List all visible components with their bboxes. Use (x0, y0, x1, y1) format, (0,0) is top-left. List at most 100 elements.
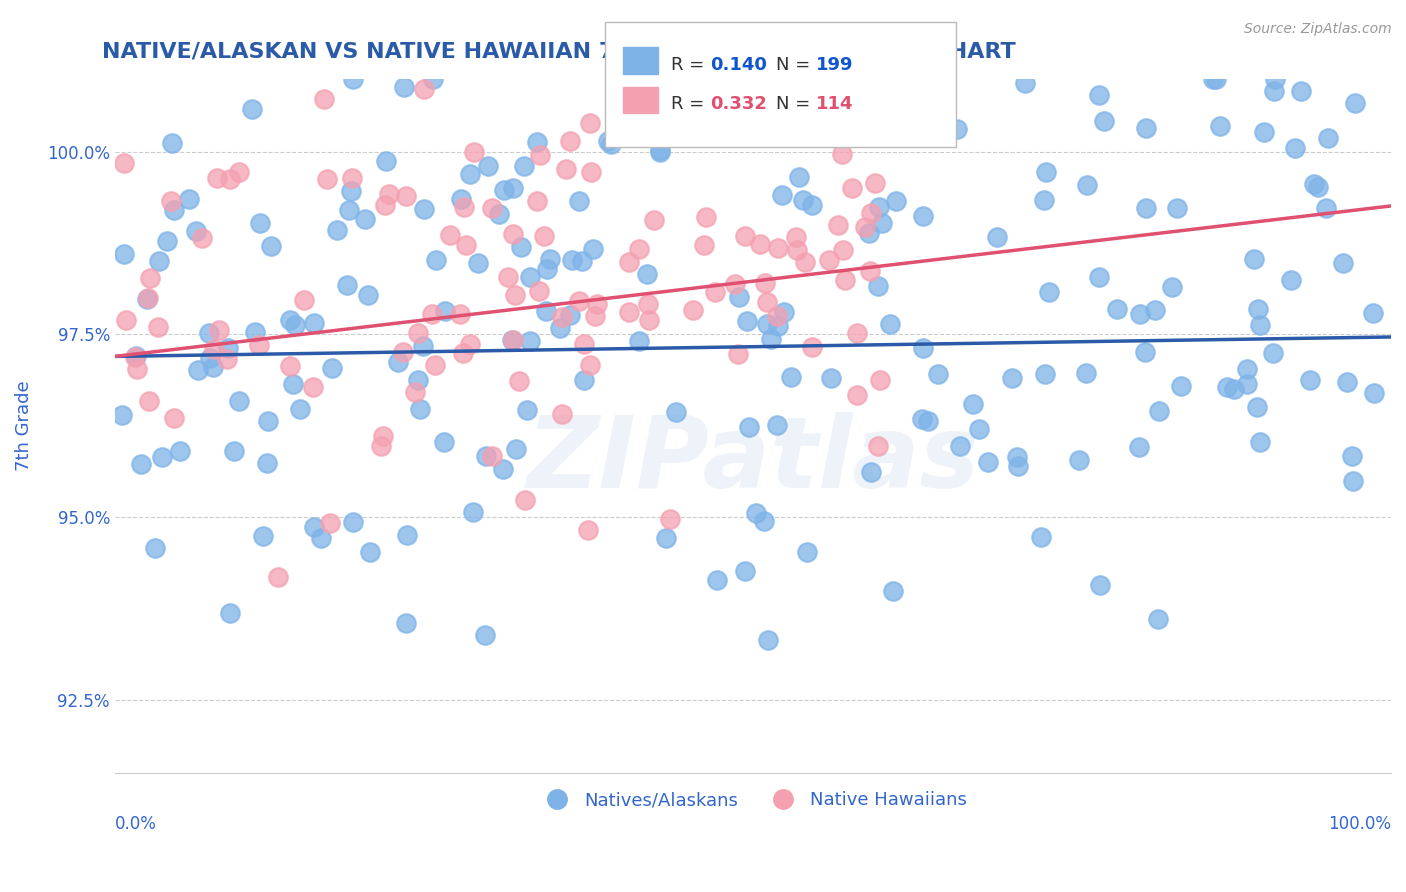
Point (148, 254, 170, 268)
Point (242, 102, 264, 116)
Point (638, 313, 661, 327)
Point (818, 252, 841, 267)
Point (217, 341, 239, 355)
Point (977, 455, 1000, 469)
Point (831, 146, 853, 161)
Point (868, 200, 890, 214)
Point (1144, 302, 1167, 317)
Point (177, 192, 200, 206)
Point (585, 297, 607, 311)
Point (513, 159, 536, 173)
Point (374, 153, 396, 168)
Point (129, 457, 152, 471)
Point (1236, 376, 1258, 391)
Point (558, 308, 581, 322)
Point (222, 444, 245, 458)
Point (849, 71, 872, 86)
Point (550, 310, 572, 325)
Point (202, 342, 225, 356)
Point (219, 607, 242, 621)
Point (533, 228, 555, 243)
Point (1261, 345, 1284, 359)
Point (813, 95, 835, 110)
Point (481, 449, 503, 463)
Point (796, 545, 818, 559)
Point (342, 516, 364, 530)
Point (505, 442, 527, 456)
Point (112, 156, 135, 170)
Point (1308, 180, 1330, 194)
Text: NATIVE/ALASKAN VS NATIVE HAWAIIAN 7TH GRADE CORRELATION CHART: NATIVE/ALASKAN VS NATIVE HAWAIIAN 7TH GR… (103, 42, 1015, 62)
Point (1249, 434, 1271, 449)
Point (309, 532, 332, 546)
Point (228, 394, 250, 409)
Text: 199: 199 (815, 56, 853, 74)
Point (884, 194, 907, 209)
Point (796, 71, 818, 86)
Point (1216, 380, 1239, 394)
Point (124, 351, 146, 365)
Point (1253, 125, 1275, 139)
Point (756, 632, 779, 647)
Point (136, 291, 159, 305)
Point (820, 371, 842, 385)
Point (813, 71, 835, 86)
Point (138, 271, 160, 285)
Point (734, 564, 756, 578)
Point (373, 429, 395, 443)
Point (370, 439, 392, 453)
Point (627, 334, 650, 348)
Point (1223, 382, 1246, 396)
Point (475, 449, 498, 463)
Point (648, 143, 671, 157)
Point (773, 305, 796, 319)
Point (846, 71, 869, 86)
Point (143, 541, 166, 555)
Point (502, 227, 524, 242)
Point (1038, 285, 1060, 299)
Text: N =: N = (776, 95, 815, 113)
Point (453, 200, 475, 214)
Point (138, 394, 160, 409)
Point (284, 318, 307, 332)
Y-axis label: 7th Grade: 7th Grade (15, 381, 32, 471)
Point (946, 122, 969, 136)
Point (1202, 71, 1225, 86)
Point (754, 276, 776, 290)
Point (858, 226, 880, 240)
Point (748, 237, 770, 252)
Text: Source: ZipAtlas.com: Source: ZipAtlas.com (1244, 22, 1392, 37)
Point (1128, 440, 1150, 454)
Point (339, 185, 361, 199)
Text: R =: R = (671, 95, 710, 113)
Point (561, 252, 583, 267)
Point (536, 262, 558, 277)
Point (412, 339, 434, 353)
Point (249, 216, 271, 230)
Point (695, 211, 717, 225)
Point (853, 220, 876, 235)
Point (786, 243, 808, 257)
Point (450, 192, 472, 206)
Point (456, 237, 478, 252)
Point (198, 351, 221, 365)
Point (598, 134, 620, 148)
Point (302, 519, 325, 533)
Point (831, 71, 853, 86)
Point (492, 183, 515, 197)
Point (423, 358, 446, 372)
Point (187, 363, 209, 377)
Point (422, 71, 444, 86)
Point (650, 145, 672, 160)
Point (340, 170, 363, 185)
Point (1074, 366, 1097, 380)
Point (463, 145, 485, 159)
Point (412, 81, 434, 95)
Point (492, 462, 515, 476)
Point (756, 294, 779, 309)
Point (516, 402, 538, 417)
Point (866, 279, 889, 293)
Point (247, 338, 270, 352)
Text: 0.0%: 0.0% (115, 815, 156, 833)
Point (1331, 255, 1354, 269)
